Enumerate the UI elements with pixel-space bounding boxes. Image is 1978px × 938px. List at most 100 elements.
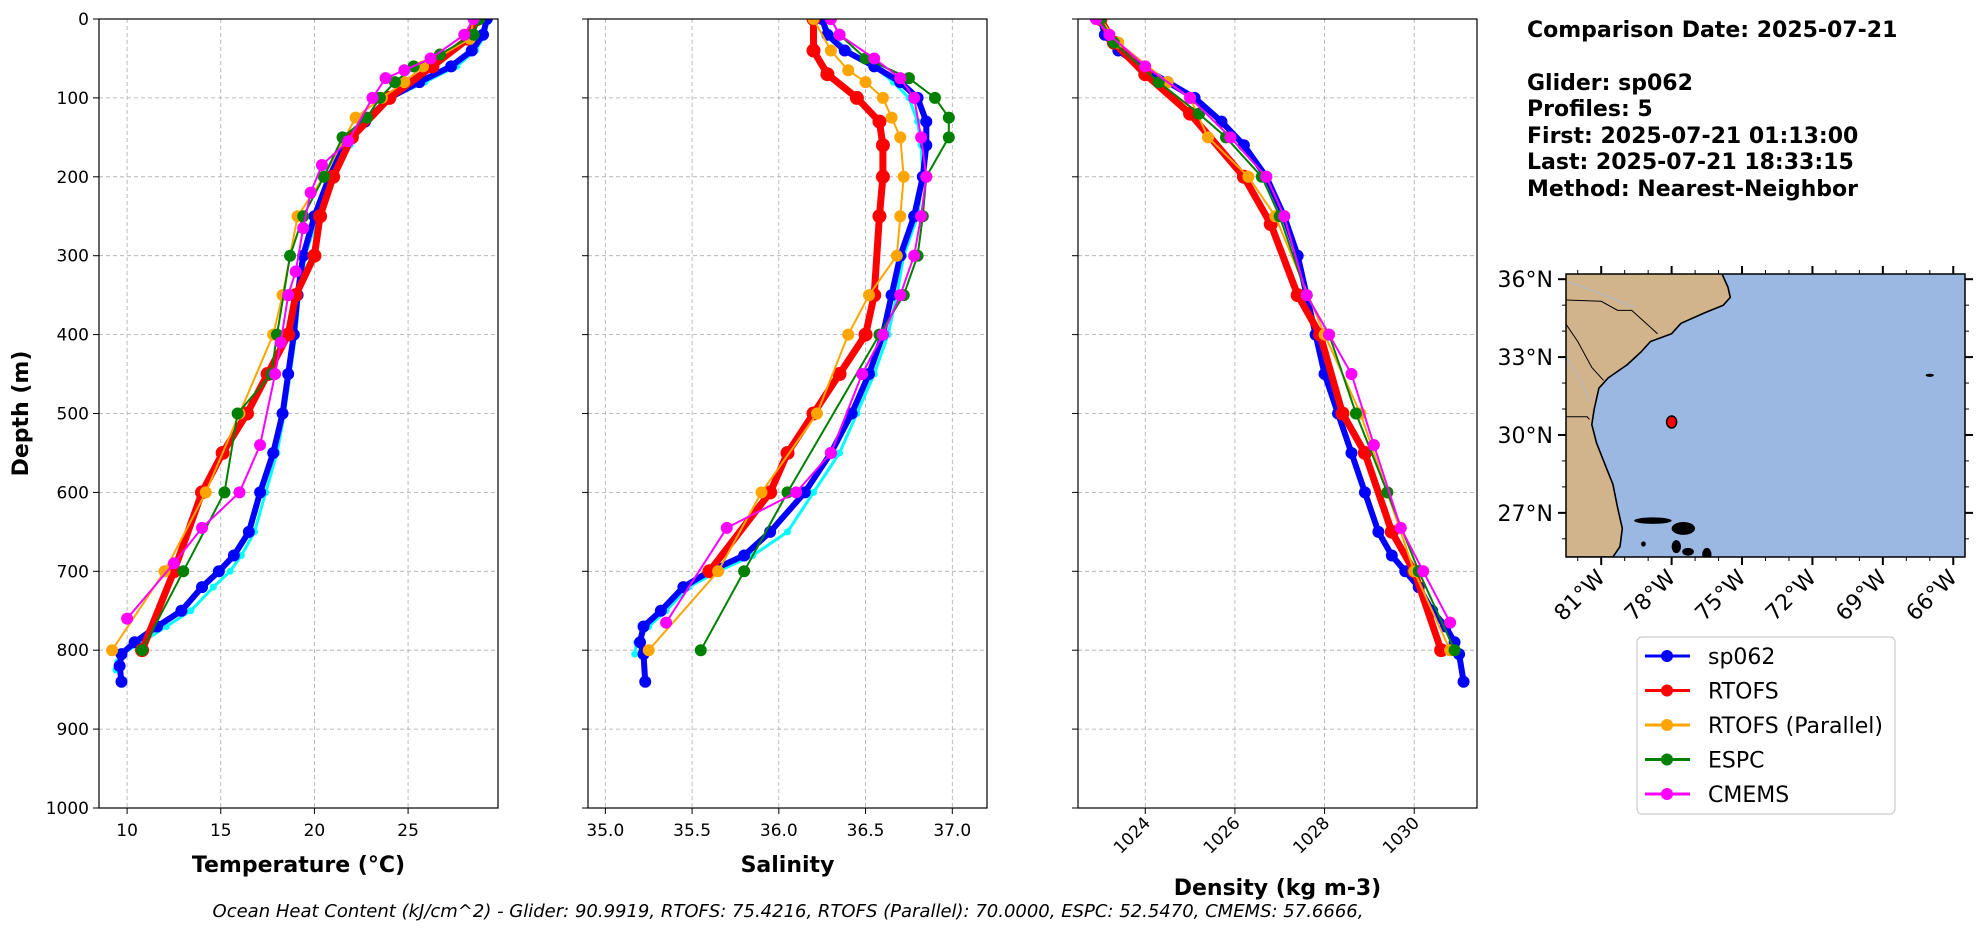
data-point-espc: [1349, 407, 1362, 420]
legend-item-espc: ESPC: [1645, 749, 1765, 774]
data-point-cmems: [315, 158, 328, 171]
data-point-sp062: [1358, 486, 1371, 499]
legend-label: RTOFS: [1708, 680, 1779, 705]
data-point-rtofs: [872, 114, 887, 129]
y-tick-label: 200: [57, 168, 89, 188]
data-point-cmems: [1089, 19, 1102, 25]
density-grid: [1078, 18, 1477, 809]
y-tick-label: 100: [57, 89, 89, 109]
data-point-cmems: [920, 170, 933, 183]
data-point-sp062: [254, 486, 267, 499]
data-point-sp062: [196, 581, 209, 594]
data-point-cmems: [1367, 439, 1380, 452]
map-lat-label: 30°N: [1498, 424, 1553, 449]
x-tick-label: 15: [210, 821, 232, 841]
data-point-cmems: [282, 289, 295, 302]
y-tick-label: 900: [57, 720, 89, 740]
data-point-rtofs: [307, 248, 322, 263]
map-lon-label: 75°W: [1691, 565, 1752, 626]
data-point-cmems: [398, 64, 411, 77]
data-point-sp062: [297, 249, 310, 262]
temperature-series: [106, 19, 493, 688]
data-point-cmems: [366, 91, 379, 104]
legend-label: sp062: [1708, 645, 1775, 670]
profile-panels: 0 100 200 300 400 500 600 700 800 900 1000 10 15 20 25…: [9, 10, 1478, 901]
x-tick-label: 20: [304, 821, 326, 841]
data-point-cmems: [467, 19, 480, 25]
map-lat-label: 33°N: [1498, 346, 1553, 371]
data-point-rtofs-parallel-: [842, 328, 855, 341]
data-point-cmems: [1278, 210, 1291, 223]
data-point-cmems: [196, 521, 209, 534]
data-point-rtofs-parallel-: [642, 644, 655, 657]
data-point-sp062: [1372, 525, 1385, 538]
data-point-cmems: [458, 28, 471, 41]
map-state-border: [1566, 299, 1658, 335]
map-island: [1641, 541, 1646, 547]
data-point-sp062: [115, 675, 128, 688]
profile-count: Profiles: 5: [1527, 97, 1653, 122]
data-point-sp062: [677, 581, 690, 594]
data-point-sp062: [477, 28, 490, 41]
data-point-rtofs: [872, 209, 887, 224]
data-point-sp062: [227, 549, 240, 562]
x-tick-label: 1024: [1110, 813, 1155, 858]
map-lon-label: 66°W: [1902, 565, 1963, 626]
data-point-rtofs-parallel-: [859, 76, 872, 89]
x-tick-label: 36.0: [760, 821, 798, 841]
data-point-cmems: [167, 557, 180, 570]
x-tick-label: 10: [116, 821, 138, 841]
map-lat-label: 27°N: [1498, 502, 1553, 527]
data-point-rtofs-parallel-: [876, 91, 889, 104]
data-point-espc: [1448, 644, 1461, 657]
series-line-rtofs-parallel-: [647, 19, 905, 651]
data-point-rtofs-parallel-: [755, 486, 768, 499]
data-point-sp062: [282, 368, 295, 381]
data-point-sp062: [885, 289, 898, 302]
legend-swatch-marker: [1661, 650, 1673, 662]
data-point-cmems: [1300, 289, 1313, 302]
x-tick-label: 1028: [1289, 813, 1334, 858]
data-point-rtofs-parallel-: [885, 111, 898, 124]
data-point-rtofs: [875, 138, 890, 153]
data-point-rtofs: [702, 564, 717, 579]
density-axis-label: Density (kg m-3): [1174, 876, 1382, 901]
legend-item-sp062: sp062: [1645, 645, 1775, 670]
data-point-espc: [928, 91, 941, 104]
panel-density: 1024 1026 1028 1030 Density (kg m-3): [1072, 18, 1478, 901]
data-point-sp062: [1345, 446, 1358, 459]
info-block: Comparison Date: 2025-07-21 Glider: sp06…: [1527, 18, 1897, 202]
data-point-cmems: [1323, 328, 1336, 341]
data-point-espc: [738, 565, 751, 578]
y-tick-label: 600: [57, 483, 89, 503]
data-point-cmems: [233, 486, 246, 499]
data-point-rtofs: [832, 367, 847, 382]
data-point-cmems: [1103, 28, 1116, 41]
series-line-sp062: [116, 19, 490, 683]
data-point-rtofs-parallel-: [842, 64, 855, 77]
legend-frame: [1636, 636, 1896, 815]
data-point-cmems: [1444, 616, 1457, 629]
data-point-sp062: [920, 115, 933, 128]
legend: sp062 RTOFS RTOFS (Parallel) ESPC CMEMS: [1636, 636, 1896, 815]
legend-item-rtofs: RTOFS: [1645, 680, 1779, 705]
legend-swatch-marker: [1661, 788, 1673, 800]
salinity-axis-label: Salinity: [741, 853, 835, 878]
x-tick-label: 1026: [1200, 813, 1245, 858]
data-point-espc: [136, 644, 149, 657]
data-point-rtofs-parallel-: [106, 644, 119, 657]
density-series: [1089, 19, 1470, 688]
data-point-cmems: [1260, 170, 1273, 183]
y-tick-label: 1000: [46, 799, 89, 819]
data-point-cmems: [868, 52, 881, 65]
series-line-cmems: [1095, 19, 1451, 624]
data-point-cmems: [894, 72, 907, 85]
data-point-cmems: [297, 222, 310, 235]
data-point-espc: [942, 131, 955, 144]
y-tick-label: 800: [57, 641, 89, 661]
map-river: [1568, 281, 1635, 309]
data-point-cmems: [824, 19, 837, 25]
data-point-sp062: [445, 60, 458, 73]
legend-label: CMEMS: [1708, 783, 1789, 808]
